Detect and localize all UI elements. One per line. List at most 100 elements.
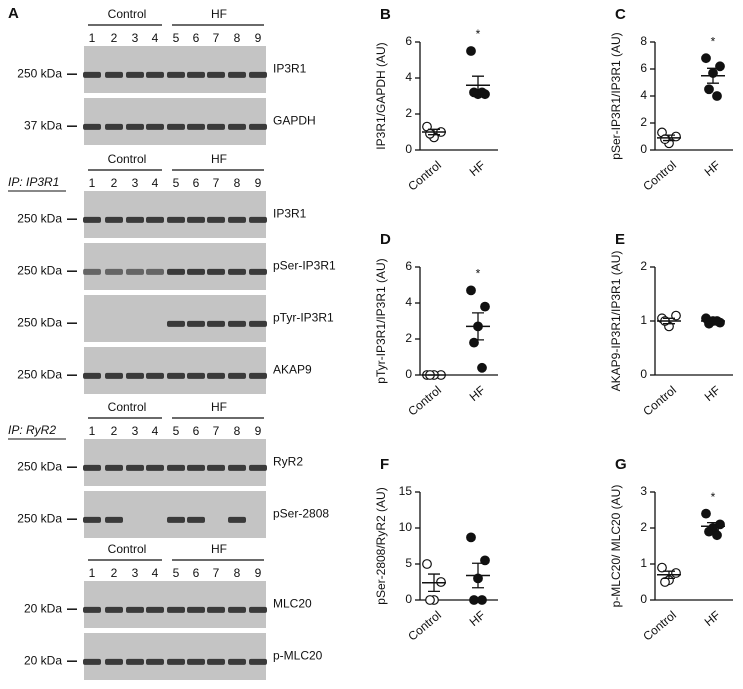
error-bar <box>428 573 440 593</box>
lane-number: 9 <box>255 31 262 45</box>
y-axis-label: AKAP9-IP3R1/IP3R1 (AU) <box>609 251 623 392</box>
error-bar <box>472 562 484 589</box>
data-point <box>671 131 681 142</box>
band <box>249 606 267 613</box>
lane-number: 5 <box>173 424 180 438</box>
band <box>228 268 246 275</box>
band <box>228 123 246 130</box>
lane-number: 3 <box>132 176 139 190</box>
lane-number: 7 <box>213 566 220 580</box>
band <box>167 658 185 665</box>
data-point <box>469 87 479 98</box>
y-axis-label: pSer-2808/RyR2 (AU) <box>374 487 388 604</box>
panel-label: B <box>380 6 391 23</box>
lane-number: 9 <box>255 566 262 580</box>
band <box>249 658 267 665</box>
data-point <box>477 362 487 373</box>
band <box>207 606 225 613</box>
kda-label: 37 kDa <box>24 118 62 132</box>
band <box>167 516 185 523</box>
band <box>126 71 144 78</box>
band <box>83 658 101 665</box>
y-tick-label: 2 <box>405 331 412 345</box>
significance-marker: * <box>476 27 481 41</box>
data-point <box>704 84 714 95</box>
lane-number: 7 <box>213 31 220 45</box>
lane-number: 1 <box>89 176 96 190</box>
lane-number: 3 <box>132 566 139 580</box>
band <box>187 606 205 613</box>
y-tick-label: 1 <box>640 556 647 570</box>
lane-number: 6 <box>193 31 200 45</box>
band <box>207 658 225 665</box>
group-label: Control <box>108 542 147 556</box>
lane-number: 3 <box>132 424 139 438</box>
panel-label: A <box>8 5 19 22</box>
y-axis-label: p-MLC20/ MLC20 (AU) <box>609 485 623 608</box>
blot <box>84 491 266 538</box>
lane-number: 8 <box>234 566 241 580</box>
error-bar <box>707 521 719 531</box>
y-tick-label: 0 <box>405 367 412 381</box>
y-tick-label: 2 <box>405 106 412 120</box>
y-tick-label: 2 <box>640 115 647 129</box>
band <box>249 71 267 78</box>
band <box>228 216 246 223</box>
x-tick-label: Control <box>405 608 444 644</box>
significance-marker: * <box>711 34 716 48</box>
blot-label: pSer-IP3R1 <box>273 259 336 273</box>
data-point <box>701 508 711 519</box>
panel-label: F <box>380 456 389 473</box>
band <box>187 216 205 223</box>
x-tick-label: HF <box>702 158 723 179</box>
band <box>105 658 123 665</box>
lane-number: 8 <box>234 31 241 45</box>
band <box>83 123 101 130</box>
x-tick-label: HF <box>702 383 723 404</box>
y-tick-label: 6 <box>640 61 647 75</box>
lane-number: 4 <box>152 31 159 45</box>
band <box>146 268 164 275</box>
band <box>167 320 185 327</box>
band <box>83 464 101 471</box>
lane-number: 5 <box>173 176 180 190</box>
band <box>167 268 185 275</box>
data-point <box>466 532 476 543</box>
band <box>126 658 144 665</box>
band <box>83 216 101 223</box>
group-label: HF <box>211 152 227 166</box>
lane-number: 2 <box>111 31 118 45</box>
blot-label: IP3R1 <box>273 207 307 221</box>
band <box>249 216 267 223</box>
blot-label: IP3R1 <box>273 62 307 76</box>
y-tick-label: 0 <box>405 592 412 606</box>
band <box>187 268 205 275</box>
error-bar <box>707 67 719 84</box>
panel-label: C <box>615 6 626 23</box>
lane-number: 7 <box>213 424 220 438</box>
x-tick-label: Control <box>640 383 679 419</box>
band <box>105 464 123 471</box>
y-tick-label: 10 <box>399 520 413 534</box>
kda-label: 250 kDa <box>17 315 62 329</box>
band <box>167 372 185 379</box>
significance-marker: * <box>711 490 716 504</box>
y-tick-label: 5 <box>405 556 412 570</box>
band <box>105 216 123 223</box>
data-point <box>480 555 490 566</box>
band <box>249 123 267 130</box>
band <box>146 372 164 379</box>
blot-label: pSer-2808 <box>273 507 329 521</box>
y-tick-label: 4 <box>640 88 647 102</box>
y-tick-label: 1 <box>640 313 647 327</box>
band <box>167 464 185 471</box>
band <box>207 71 225 78</box>
panel-label: E <box>615 231 625 248</box>
lane-number: 2 <box>111 566 118 580</box>
error-bar <box>663 317 675 325</box>
group-label: Control <box>108 7 147 21</box>
band <box>83 268 101 275</box>
lane-number: 8 <box>234 176 241 190</box>
y-tick-label: 0 <box>640 142 647 156</box>
band <box>228 372 246 379</box>
